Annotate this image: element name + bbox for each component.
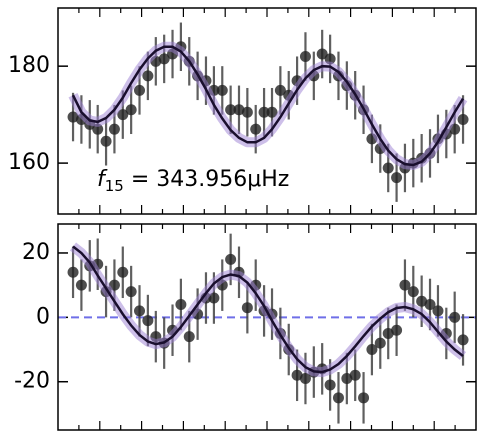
data-point <box>142 70 154 82</box>
y-tick-label: 180 <box>8 53 50 78</box>
data-point <box>134 305 146 317</box>
data-point <box>125 286 137 298</box>
data-point <box>391 172 403 184</box>
data-point <box>225 253 237 265</box>
data-point <box>291 369 303 381</box>
data-point <box>75 279 87 291</box>
data-point <box>449 311 461 323</box>
data-point <box>457 334 469 346</box>
data-point <box>341 373 353 384</box>
data-point <box>233 104 245 116</box>
y-tick-label: 0 <box>36 304 50 329</box>
data-point <box>382 327 394 339</box>
data-point <box>117 266 129 278</box>
data-point <box>391 324 403 336</box>
data-point <box>250 123 262 135</box>
data-point <box>208 292 220 304</box>
annotation-symbol: f <box>97 167 108 192</box>
data-point <box>332 392 344 404</box>
data-point <box>125 104 137 116</box>
plot-frame <box>57 7 477 215</box>
data-point <box>67 266 79 278</box>
data-point <box>117 109 129 121</box>
data-point <box>183 331 195 343</box>
data-point <box>274 84 286 96</box>
data-point <box>142 315 154 327</box>
model-line <box>71 45 465 167</box>
data-point <box>100 135 112 147</box>
data-point <box>366 344 378 356</box>
data-point <box>324 379 336 391</box>
data-point <box>424 298 436 310</box>
data-point <box>175 298 187 310</box>
data-point <box>108 123 120 135</box>
data-point <box>358 392 370 404</box>
y-tick-label: 20 <box>22 240 50 265</box>
data-point <box>158 53 170 65</box>
data-point <box>241 106 253 118</box>
annotation-subscript: 15 <box>105 177 124 195</box>
data-point <box>374 337 386 349</box>
y-tick-label: -20 <box>14 369 50 394</box>
data-point <box>225 104 237 116</box>
data-point <box>382 162 394 174</box>
annotation: f15 = 343.956μHz <box>97 167 289 195</box>
data-point <box>432 305 444 317</box>
data-point <box>258 106 270 118</box>
data-point <box>67 111 79 123</box>
data-point <box>134 84 146 96</box>
plot-frame <box>57 223 477 431</box>
data-point <box>416 295 428 307</box>
data-point <box>299 373 311 384</box>
data-point <box>299 50 311 62</box>
y-tick-label: 160 <box>8 150 50 175</box>
data-point <box>266 106 278 118</box>
data-point <box>407 286 419 298</box>
data-point <box>349 369 361 381</box>
data-point <box>399 279 411 291</box>
data-point <box>316 48 328 60</box>
data-point <box>216 84 228 96</box>
data-point <box>457 113 469 125</box>
model-line <box>72 245 464 374</box>
data-point <box>241 302 253 314</box>
annotation-text: = 343.956μHz <box>124 167 289 192</box>
